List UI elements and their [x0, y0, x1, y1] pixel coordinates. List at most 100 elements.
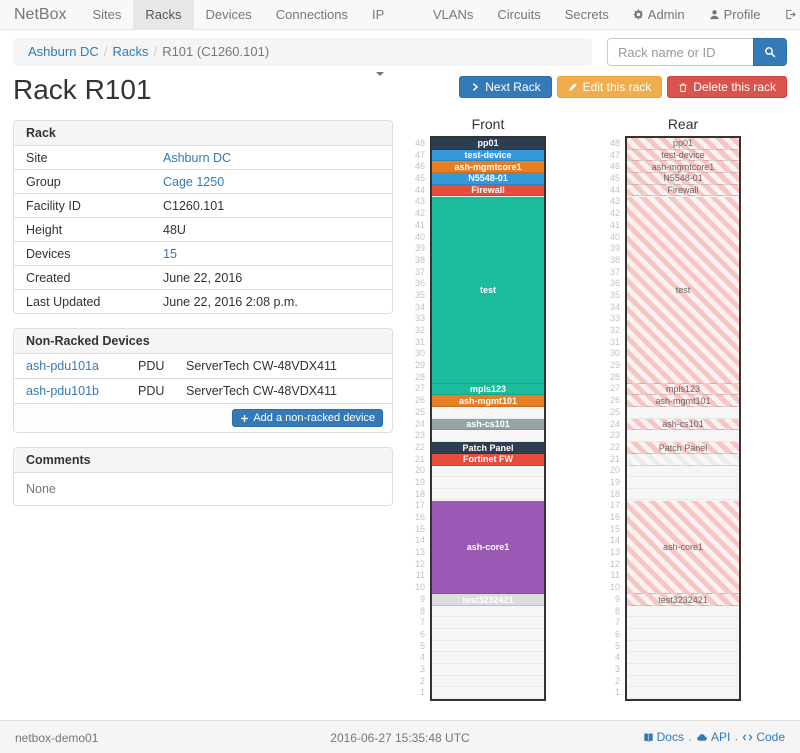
unit-number: 26 [609, 395, 620, 406]
device-name-link[interactable]: ash-pdu101b [26, 384, 99, 398]
rack-device-rear[interactable]: ash-mgmt101 [627, 395, 739, 408]
nav-item-devices[interactable]: Devices [194, 0, 264, 47]
footer-link-docs[interactable]: Docs [643, 730, 684, 744]
attr-label: Created [26, 270, 71, 285]
rack-device-front[interactable]: ash-mgmt101 [432, 395, 544, 408]
rack-device-front[interactable]: test [432, 196, 544, 384]
attr-value-link[interactable]: 15 [163, 246, 177, 261]
rack-device-rear[interactable] [627, 453, 739, 466]
attr-row-facility-id: Facility ID C1260.101 [14, 194, 392, 218]
nav-item-vlans[interactable]: VLANs [421, 0, 485, 47]
rack-device-front[interactable]: ash-core1 [432, 500, 544, 595]
unit-number: 25 [414, 406, 425, 417]
rack-device-front[interactable]: mpls123 [432, 383, 544, 396]
footer-link-code[interactable]: Code [742, 730, 785, 744]
device-name: ash-pdu101a [26, 359, 138, 373]
rack-device-rear[interactable]: N5548-01 [627, 173, 739, 185]
attr-value: Ashburn DC [163, 151, 231, 165]
unit-number: 22 [414, 441, 425, 452]
rack-device-front[interactable]: Patch Panel [432, 442, 544, 454]
unit-number: 15 [414, 523, 425, 534]
front-rack: pp01 test-device ash-mgmtcore1 N5548-01 Fire… [430, 136, 546, 701]
attr-row-created: Created June 22, 2016 [14, 266, 392, 290]
attr-value-link[interactable]: Ashburn DC [163, 150, 232, 165]
unit-number: 6 [614, 628, 620, 639]
rack-device-rear[interactable]: Firewall [627, 184, 739, 197]
edit-rack-button[interactable]: Edit this rack [556, 76, 663, 98]
rack-device-rear[interactable]: test [627, 196, 739, 384]
footer-link-api[interactable]: API [696, 730, 730, 744]
unit-number: 7 [419, 617, 425, 628]
unit-number: 20 [414, 465, 425, 476]
breadcrumb-item[interactable]: Racks [112, 44, 149, 59]
attr-label: Devices [26, 246, 71, 261]
delete-rack-button[interactable]: Delete this rack [667, 76, 787, 98]
unit-number: 36 [609, 278, 620, 289]
next-rack-button[interactable]: Next Rack [459, 76, 552, 98]
attr-label: Facility ID [26, 198, 81, 213]
unit-number: 35 [609, 289, 620, 300]
unit-number: 33 [609, 313, 620, 324]
rack-device-front[interactable]: pp01 [432, 138, 544, 150]
button-label: Delete this rack [693, 80, 776, 94]
code-icon [742, 732, 753, 743]
button-label: Add a non-racked device [253, 412, 375, 424]
brand-logo[interactable]: NetBox [14, 6, 67, 23]
user-icon [709, 9, 720, 20]
attr-value-link[interactable]: Cage 1250 [163, 174, 225, 189]
nav-item-profile[interactable]: Profile [697, 0, 773, 29]
rack-device-rear[interactable]: ash-cs101 [627, 418, 739, 431]
attr-value: June 22, 2016 2:08 p.m. [163, 294, 298, 309]
add-non-racked-device-button[interactable]: Add a non-racked device [232, 409, 383, 427]
rack-device-rear[interactable]: ash-mgmtcore1 [627, 161, 739, 174]
attr-row-site: Site Ashburn DC [14, 146, 392, 170]
unit-number: 13 [414, 547, 425, 558]
rack-device-front[interactable]: Fortinet FW [432, 453, 544, 466]
search-input[interactable] [607, 38, 753, 66]
empty-rack-unit [432, 406, 544, 419]
nav-item-admin[interactable]: Admin [621, 0, 697, 29]
rack-device-rear[interactable]: pp01 [627, 138, 739, 150]
rack-device-rear[interactable]: mpls123 [627, 383, 739, 396]
rack-device-front[interactable]: ash-mgmtcore1 [432, 161, 544, 174]
rack-device-front[interactable]: Firewall [432, 184, 544, 197]
nav-item-racks[interactable]: Racks [133, 0, 194, 47]
rack-device-rear[interactable]: ash-core1 [627, 500, 739, 595]
unit-number: 17 [414, 500, 425, 511]
nav-item-sites[interactable]: Sites [80, 0, 133, 47]
nav-item-ip-space[interactable]: IP Space [360, 0, 421, 76]
nav-item-label: Admin [647, 7, 685, 22]
breadcrumb-item[interactable]: Ashburn DC [28, 44, 99, 59]
empty-rack-unit [432, 488, 544, 501]
footer-link-separator: · [734, 731, 739, 746]
unit-number: 15 [609, 523, 620, 534]
unit-number: 10 [414, 582, 425, 593]
front-unit-numbers: 48 47 46 45 44 43 42 41 40 39 38 37 36 35 34 33 32 31 30 29… [410, 136, 430, 701]
rack-device-front[interactable]: ash-cs101 [432, 418, 544, 431]
empty-rack-unit [627, 488, 739, 501]
rack-device-rear[interactable]: Patch Panel [627, 442, 739, 454]
nav-item-circuits[interactable]: Circuits [485, 0, 552, 47]
unit-number: 27 [609, 383, 620, 394]
unit-number: 44 [414, 184, 425, 195]
unit-number: 18 [609, 488, 620, 499]
unit-number: 42 [609, 208, 620, 219]
nav-item-connections[interactable]: Connections [264, 0, 360, 47]
unit-number: 12 [414, 558, 425, 569]
comments-body: None [26, 482, 56, 496]
unit-number: 4 [419, 652, 425, 663]
chevron-down-icon [376, 71, 385, 76]
unit-number: 45 [414, 173, 425, 184]
rack-device-front[interactable]: N5548-01 [432, 173, 544, 185]
device-name-link[interactable]: ash-pdu101a [26, 359, 99, 373]
front-elevation-title: Front [471, 116, 505, 132]
rack-device-rear[interactable]: test3232421 [627, 594, 739, 606]
rack-device-rear[interactable]: test-device [627, 149, 739, 162]
nav-item-secrets[interactable]: Secrets [553, 0, 621, 47]
rack-device-front[interactable]: test3232421 [432, 594, 544, 606]
search-button[interactable] [753, 38, 787, 66]
rack-device-front[interactable]: test-device [432, 149, 544, 162]
unit-number: 8 [614, 605, 620, 616]
nav-item-log-out[interactable]: Log out [773, 0, 800, 37]
